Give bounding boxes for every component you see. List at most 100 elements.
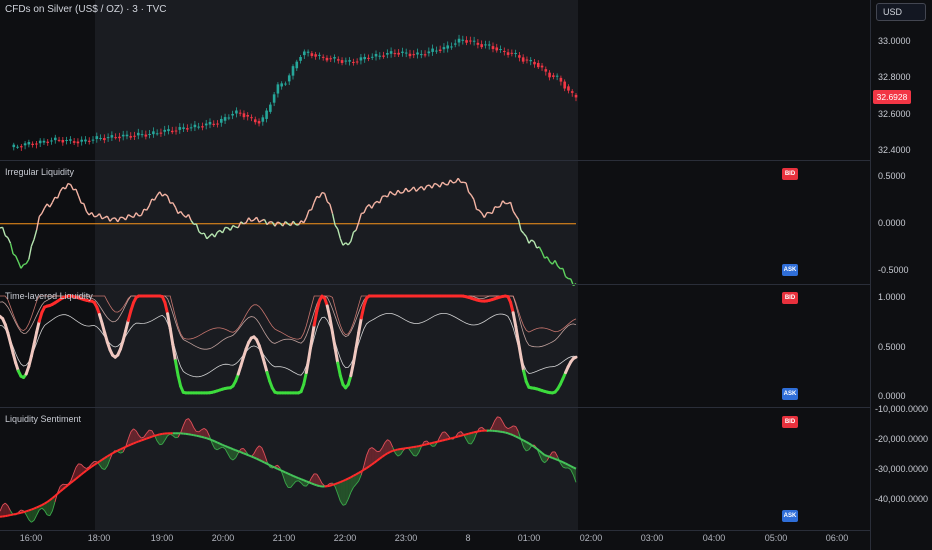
pane-separator[interactable]: [0, 407, 870, 408]
sentiment-smooth-line: [279, 469, 284, 473]
sentiment-raw-line: [424, 440, 427, 443]
sentiment-raw-line: [319, 478, 323, 484]
irregular-segment: [232, 224, 236, 228]
sentiment-raw-line: [311, 473, 315, 478]
sentiment-fill: [201, 428, 205, 438]
time-layer-segment: [302, 371, 308, 386]
irregular-segment: [77, 195, 82, 204]
candle-body: [272, 94, 276, 103]
sentiment-raw-line: [258, 445, 263, 449]
sentiment-raw-line: [78, 463, 82, 465]
sentiment-raw-line: [478, 426, 482, 429]
irregular-segment: [35, 216, 40, 231]
sentiment-smooth-line: [269, 464, 273, 468]
sentiment-smooth-line: [156, 433, 160, 437]
sentiment-smooth-line: [18, 511, 22, 515]
sentiment-smooth-line: [505, 431, 509, 435]
sentiment-raw-line: [264, 453, 268, 462]
last-price-label[interactable]: 32.6928: [873, 90, 911, 104]
candle-body: [91, 139, 95, 141]
sentiment-raw-line: [371, 447, 375, 450]
candle-body: [336, 59, 340, 61]
irregular-segment: [494, 206, 498, 208]
pane-separator[interactable]: [0, 160, 870, 161]
sentiment-fill: [34, 507, 37, 521]
sentiment-smooth-line: [282, 470, 286, 474]
time-layer-segment: [126, 309, 133, 322]
time-layer-segment: [516, 340, 523, 359]
irregular-segment: [7, 237, 12, 244]
irregular-liquidity-title[interactable]: Irregular Liquidity: [5, 167, 75, 177]
sentiment-smooth-line: [334, 482, 339, 485]
sentiment-fill: [26, 510, 29, 520]
candle-body: [544, 69, 548, 72]
sentiment-fill: [497, 416, 501, 432]
sentiment-fill: [288, 473, 291, 488]
time-layered-tick: 0.0000: [878, 391, 906, 401]
irregular-segment: [481, 212, 485, 218]
sentiment-fill: [256, 445, 260, 460]
irregular-segment: [59, 186, 64, 192]
irregular-segment: [284, 220, 289, 225]
irregular-segment: [473, 199, 478, 210]
sentiment-raw-line: [217, 447, 221, 451]
irregular-segment: [363, 206, 368, 214]
irregular-segment: [546, 256, 551, 263]
sentiment-smooth-line: [130, 442, 134, 446]
plot-area[interactable]: [0, 0, 870, 550]
time-layer-segment: [121, 329, 128, 343]
pane-separator[interactable]: [0, 284, 870, 285]
candle-body: [118, 136, 121, 139]
irregular-segment: [214, 231, 218, 238]
sentiment-smooth-line: [512, 434, 517, 438]
time-tick: 19:00: [150, 533, 174, 543]
sentiment-smooth-line: [352, 473, 357, 477]
sentiment-smooth-line: [452, 436, 456, 439]
sentiment-raw-line: [41, 507, 45, 511]
candle-body: [374, 54, 378, 57]
candle-body: [495, 47, 499, 51]
sentiment-raw-line: [117, 451, 121, 454]
candle-body: [427, 51, 431, 54]
candle-body: [99, 137, 102, 139]
irregular-segment: [292, 220, 297, 226]
liquidity-sentiment-title[interactable]: Liquidity Sentiment: [5, 414, 82, 424]
irregular-segment: [465, 182, 470, 193]
irregular-segment: [64, 183, 69, 190]
sentiment-raw-line: [18, 509, 22, 513]
sentiment-raw-line: [379, 447, 383, 452]
candle-body: [284, 83, 287, 85]
candle-body: [38, 140, 42, 144]
candle-body: [438, 49, 442, 52]
candle-body: [401, 51, 404, 53]
candle-body: [506, 52, 510, 55]
sentiment-smooth-line: [313, 483, 318, 487]
candle-body: [318, 54, 321, 56]
sentiment-fill: [31, 508, 35, 523]
symbol-title[interactable]: CFDs on Silver (US$ / OZ) · 3 · TVC: [5, 4, 167, 15]
sentiment-fill: [445, 431, 448, 440]
sentiment-smooth-line: [248, 454, 252, 458]
candle-body: [189, 127, 193, 129]
time-layered-liquidity-title[interactable]: Time-layered Liquidity: [5, 291, 93, 301]
candle-body: [72, 141, 76, 143]
sentiment-raw-line: [219, 446, 223, 449]
irregular-segment: [117, 216, 122, 223]
irregular-segment: [75, 188, 80, 197]
sentiment-smooth-line: [201, 435, 205, 439]
time-tick: 01:00: [517, 533, 541, 543]
time-tick: 06:00: [825, 533, 849, 543]
sentiment-raw-line: [25, 514, 30, 520]
sentiment-fill: [149, 430, 152, 438]
irregular-tick: -0.5000: [878, 265, 909, 275]
irregular-segment: [476, 208, 480, 211]
currency-button[interactable]: USD: [876, 3, 926, 21]
candle-body: [265, 110, 268, 119]
sentiment-fill: [2, 503, 6, 517]
candle-body: [461, 39, 465, 41]
price-candles: [12, 34, 578, 151]
sentiment-raw-line: [31, 520, 35, 523]
candle-body: [42, 140, 46, 143]
sentiment-smooth-line: [298, 477, 302, 481]
